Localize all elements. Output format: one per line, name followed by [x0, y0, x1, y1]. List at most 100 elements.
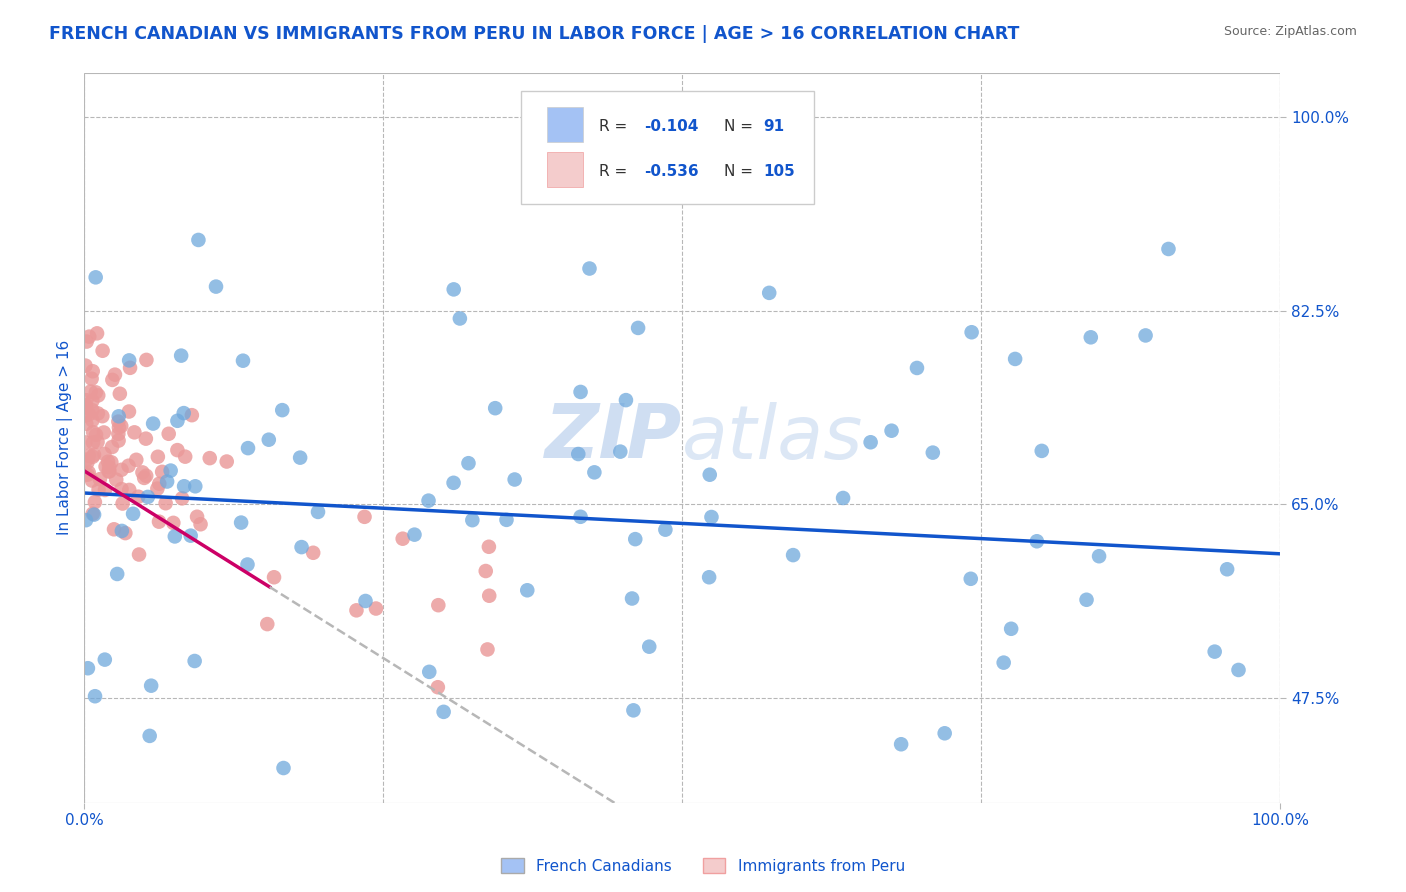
Point — [353, 509, 375, 524]
Point — [87, 406, 110, 420]
Point — [236, 441, 259, 455]
Point — [75, 417, 97, 431]
Point — [118, 353, 141, 368]
Point — [484, 401, 506, 416]
Point — [107, 434, 129, 448]
Point — [346, 603, 368, 617]
Point — [97, 455, 120, 469]
Point — [98, 464, 121, 478]
Point — [257, 433, 280, 447]
Point — [427, 598, 450, 612]
Point — [478, 589, 501, 603]
Point — [921, 445, 943, 459]
Point — [623, 703, 645, 717]
Point — [782, 548, 804, 562]
Point — [114, 526, 136, 541]
Point — [1204, 645, 1226, 659]
Point — [567, 447, 589, 461]
Point — [166, 414, 188, 428]
Point — [624, 532, 647, 546]
Point — [128, 548, 150, 562]
Point — [75, 359, 97, 373]
Point — [80, 372, 103, 386]
Point — [108, 420, 131, 434]
Point — [172, 491, 194, 506]
Point — [100, 455, 122, 469]
Point — [174, 450, 197, 464]
Point — [697, 570, 720, 584]
Point — [205, 279, 228, 293]
Point — [1031, 443, 1053, 458]
Point — [627, 321, 650, 335]
Point — [880, 424, 903, 438]
Point — [94, 483, 117, 497]
Point — [127, 490, 149, 504]
Point — [118, 404, 141, 418]
Point — [288, 450, 311, 465]
Text: R =: R = — [599, 119, 631, 134]
Point — [290, 540, 312, 554]
Point — [107, 415, 129, 429]
Point — [103, 522, 125, 536]
Text: Source: ZipAtlas.com: Source: ZipAtlas.com — [1223, 25, 1357, 38]
Point — [77, 661, 100, 675]
Point — [302, 546, 325, 560]
Point — [443, 475, 465, 490]
Point — [960, 325, 983, 339]
Point — [75, 513, 97, 527]
Point — [83, 508, 105, 522]
Point — [111, 524, 134, 538]
Point — [125, 452, 148, 467]
Point — [391, 532, 413, 546]
Point — [79, 384, 101, 399]
Point — [82, 425, 104, 440]
Point — [155, 496, 177, 510]
Point — [75, 401, 97, 415]
Point — [82, 435, 104, 450]
Point — [97, 464, 120, 478]
Point — [110, 463, 132, 477]
Point — [82, 507, 104, 521]
Text: N =: N = — [724, 164, 754, 179]
Text: atlas: atlas — [682, 401, 863, 474]
Text: 91: 91 — [763, 119, 785, 134]
Point — [173, 406, 195, 420]
Point — [418, 665, 440, 679]
Point — [614, 393, 637, 408]
Point — [94, 459, 117, 474]
Point — [76, 467, 98, 482]
Point — [146, 482, 169, 496]
Point — [477, 642, 499, 657]
Point — [638, 640, 661, 654]
Point — [76, 455, 98, 469]
Point — [148, 515, 170, 529]
Point — [77, 329, 100, 343]
FancyBboxPatch shape — [547, 107, 583, 142]
Point — [75, 435, 97, 450]
Point — [271, 403, 294, 417]
Point — [495, 513, 517, 527]
Point — [87, 483, 110, 497]
Point — [84, 427, 107, 442]
Point — [117, 458, 139, 473]
Point — [890, 737, 912, 751]
Point — [111, 497, 134, 511]
Point — [105, 473, 128, 487]
Point — [141, 679, 163, 693]
Point — [83, 495, 105, 509]
Point — [77, 449, 100, 463]
Point — [443, 282, 465, 296]
Point — [146, 450, 169, 464]
Point — [404, 527, 426, 541]
Point — [101, 440, 124, 454]
Point — [91, 409, 114, 424]
Legend: French Canadians, Immigrants from Peru: French Canadians, Immigrants from Peru — [495, 852, 911, 880]
Point — [699, 467, 721, 482]
Point — [232, 353, 254, 368]
Text: FRENCH CANADIAN VS IMMIGRANTS FROM PERU IN LABOR FORCE | AGE > 16 CORRELATION CH: FRENCH CANADIAN VS IMMIGRANTS FROM PERU … — [49, 25, 1019, 43]
Point — [118, 483, 141, 497]
Point — [198, 451, 221, 466]
Point — [77, 466, 100, 480]
Point — [474, 564, 496, 578]
Point — [82, 450, 104, 464]
